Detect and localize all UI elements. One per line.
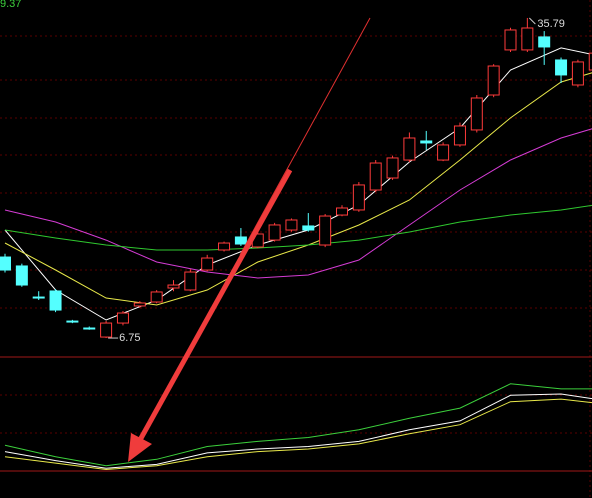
- candle-body: [369, 162, 382, 191]
- candle-body: [588, 52, 592, 71]
- arrow: [128, 17, 371, 462]
- low-label: 6.75: [119, 332, 140, 344]
- candle-body: [49, 290, 62, 311]
- candle-body: [571, 61, 584, 86]
- candle-body: [420, 140, 433, 144]
- candle-body: [167, 284, 180, 289]
- line-series: [4, 393, 592, 469]
- line-series: [4, 398, 592, 471]
- arrow-thin: [239, 17, 371, 256]
- candle-body: [0, 256, 11, 271]
- candle-body: [470, 97, 483, 131]
- line-series: [4, 128, 592, 279]
- top-label: 9.37: [0, 0, 21, 10]
- candle-body: [487, 65, 500, 96]
- candle-body: [285, 219, 298, 231]
- candle-body: [218, 242, 231, 251]
- candle-body: [116, 312, 129, 324]
- candle-body: [538, 36, 551, 48]
- line-series: [4, 204, 592, 251]
- candle-body: [234, 236, 247, 245]
- candle-body: [184, 271, 197, 291]
- candle-body: [437, 144, 450, 161]
- candle-body: [150, 291, 163, 303]
- candle-body: [521, 27, 534, 51]
- candle-body: [319, 215, 332, 246]
- high-marker: [528, 17, 536, 25]
- candle-body: [268, 224, 281, 241]
- candle-body: [15, 265, 28, 286]
- arrow-head: [128, 433, 152, 462]
- candle-body: [83, 327, 96, 330]
- candle-body: [100, 322, 113, 338]
- candle-body: [504, 29, 517, 51]
- candle-body: [201, 257, 214, 271]
- arrow-shaft: [137, 168, 293, 442]
- plot: 35.79 6.75: [0, 17, 592, 471]
- candle-body: [453, 125, 466, 146]
- candle-body: [352, 184, 365, 211]
- candle-body: [403, 137, 416, 161]
- candle-body: [386, 157, 399, 179]
- candle-body: [555, 59, 568, 76]
- candle-body: [302, 225, 315, 231]
- candle-body: [336, 207, 348, 216]
- candle-body: [32, 296, 45, 299]
- candle-body: [133, 302, 146, 307]
- high-label: 35.79: [537, 18, 565, 30]
- candle-body: [66, 320, 79, 323]
- line-series: [4, 383, 592, 467]
